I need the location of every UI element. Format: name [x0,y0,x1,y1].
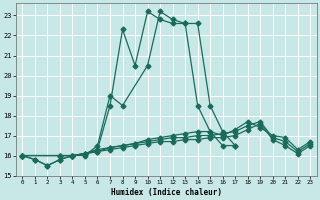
X-axis label: Humidex (Indice chaleur): Humidex (Indice chaleur) [111,188,222,197]
